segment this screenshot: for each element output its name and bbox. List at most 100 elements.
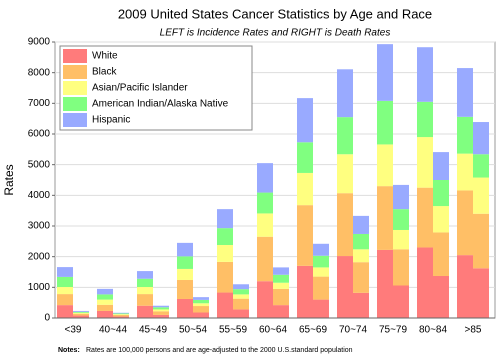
death-bar-segment	[193, 297, 209, 300]
incidence-bar-segment	[137, 271, 153, 279]
x-tick-label: 75~79	[379, 325, 408, 336]
incidence-bar-segment	[97, 299, 113, 305]
death-bar-segment	[353, 215, 369, 234]
death-bar-segment	[273, 305, 289, 318]
incidence-bar-segment	[417, 187, 433, 248]
death-bar-segment	[273, 274, 289, 283]
death-bar-segment	[473, 268, 489, 318]
death-bar-segment	[433, 152, 449, 180]
incidence-bar-segment	[97, 310, 113, 318]
x-tick-label: >85	[465, 325, 482, 336]
y-tick-label: 5000	[28, 159, 51, 170]
death-bar-segment	[433, 232, 449, 276]
death-bar-segment	[233, 284, 249, 290]
incidence-bar-segment	[257, 192, 273, 214]
death-bar-segment	[193, 306, 209, 313]
death-bar-segment	[153, 307, 169, 310]
incidence-bar-segment	[337, 256, 353, 318]
legend-swatch	[63, 113, 87, 127]
y-tick-label: 7000	[28, 98, 51, 109]
incidence-bar-segment	[297, 265, 313, 318]
death-bar-segment	[313, 243, 329, 256]
death-bar-segment	[233, 294, 249, 299]
incidence-bar-segment	[257, 163, 273, 193]
incidence-bar-segment	[377, 144, 393, 187]
death-bar-segment	[353, 262, 369, 293]
incidence-bar-segment	[297, 142, 313, 173]
death-bar-segment	[433, 275, 449, 318]
chart-subtitle: LEFT is Incidence Rates and RIGHT is Dea…	[160, 28, 391, 39]
death-bar-segment	[73, 315, 89, 318]
legend-label: Asian/Pacific Islander	[92, 83, 188, 94]
y-tick-label: 2000	[28, 251, 51, 262]
death-bar-segment	[353, 249, 369, 263]
x-tick-label: 50~54	[179, 325, 208, 336]
death-bar-segment	[73, 313, 89, 316]
incidence-bar-segment	[457, 190, 473, 256]
incidence-bar-segment	[97, 288, 113, 295]
incidence-bar-segment	[417, 101, 433, 138]
x-tick-label: 45~49	[139, 325, 168, 336]
incidence-bar-segment	[97, 304, 113, 311]
legend-swatch	[63, 65, 87, 79]
death-bar-segment	[433, 180, 449, 207]
incidence-bar-segment	[337, 193, 353, 257]
death-bar-segment	[113, 314, 129, 317]
death-bar-segment	[393, 285, 409, 318]
incidence-bar-segment	[417, 137, 433, 188]
x-tick-label: 80~84	[419, 325, 448, 336]
legend-swatch	[63, 97, 87, 111]
incidence-bar-segment	[457, 153, 473, 191]
death-bar-segment	[353, 233, 369, 250]
incidence-bar-segment	[217, 261, 233, 293]
y-tick-label: 8000	[28, 67, 51, 78]
death-bar-segment	[273, 288, 289, 306]
incidence-bar-segment	[257, 281, 273, 318]
death-bar-segment	[153, 305, 169, 308]
incidence-bar-segment	[457, 255, 473, 318]
incidence-bar-segment	[377, 44, 393, 101]
death-bar-segment	[233, 289, 249, 295]
incidence-bar-segment	[97, 294, 113, 300]
legend-swatch	[63, 81, 87, 95]
death-bar-segment	[153, 309, 169, 312]
death-bar-segment	[433, 206, 449, 233]
death-bar-segment	[273, 282, 289, 289]
incidence-bar-segment	[337, 154, 353, 194]
incidence-bar-segment	[57, 294, 73, 306]
death-bar-segment	[473, 177, 489, 214]
death-bar-segment	[113, 314, 129, 315]
incidence-bar-segment	[177, 279, 193, 299]
y-tick-label: 1000	[28, 282, 51, 293]
legend-label: Hispanic	[92, 115, 130, 126]
chart-title: 2009 United States Cancer Statistics by …	[118, 6, 432, 21]
incidence-bar-segment	[177, 256, 193, 269]
y-tick-label: 3000	[28, 221, 51, 232]
death-bar-segment	[313, 255, 329, 268]
legend-label: American Indian/Alaska Native	[92, 99, 229, 110]
death-bar-segment	[233, 309, 249, 318]
death-bar-segment	[113, 313, 129, 315]
legend-swatch	[63, 49, 87, 63]
death-bar-segment	[393, 184, 409, 210]
death-bar-segment	[393, 249, 409, 286]
incidence-bar-segment	[217, 245, 233, 262]
x-tick-label: <39	[65, 325, 82, 336]
legend-label: Black	[92, 67, 117, 78]
y-tick-label: 0	[44, 313, 50, 324]
incidence-bar-segment	[177, 298, 193, 318]
incidence-bar-segment	[257, 236, 273, 282]
incidence-bar-segment	[457, 68, 473, 117]
death-bar-segment	[113, 312, 129, 314]
death-bar-segment	[193, 303, 209, 307]
death-bar-segment	[113, 316, 129, 318]
incidence-bar-segment	[137, 287, 153, 295]
death-bar-segment	[473, 154, 489, 178]
y-tick-label: 9000	[28, 37, 51, 48]
x-tick-label: 60~64	[259, 325, 288, 336]
incidence-bar-segment	[57, 287, 73, 295]
death-bar-segment	[193, 312, 209, 318]
incidence-bar-segment	[177, 242, 193, 257]
death-bar-segment	[73, 310, 89, 312]
incidence-bar-segment	[377, 186, 393, 250]
